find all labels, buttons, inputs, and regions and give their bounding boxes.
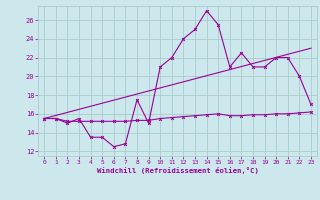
X-axis label: Windchill (Refroidissement éolien,°C): Windchill (Refroidissement éolien,°C) (97, 167, 259, 174)
